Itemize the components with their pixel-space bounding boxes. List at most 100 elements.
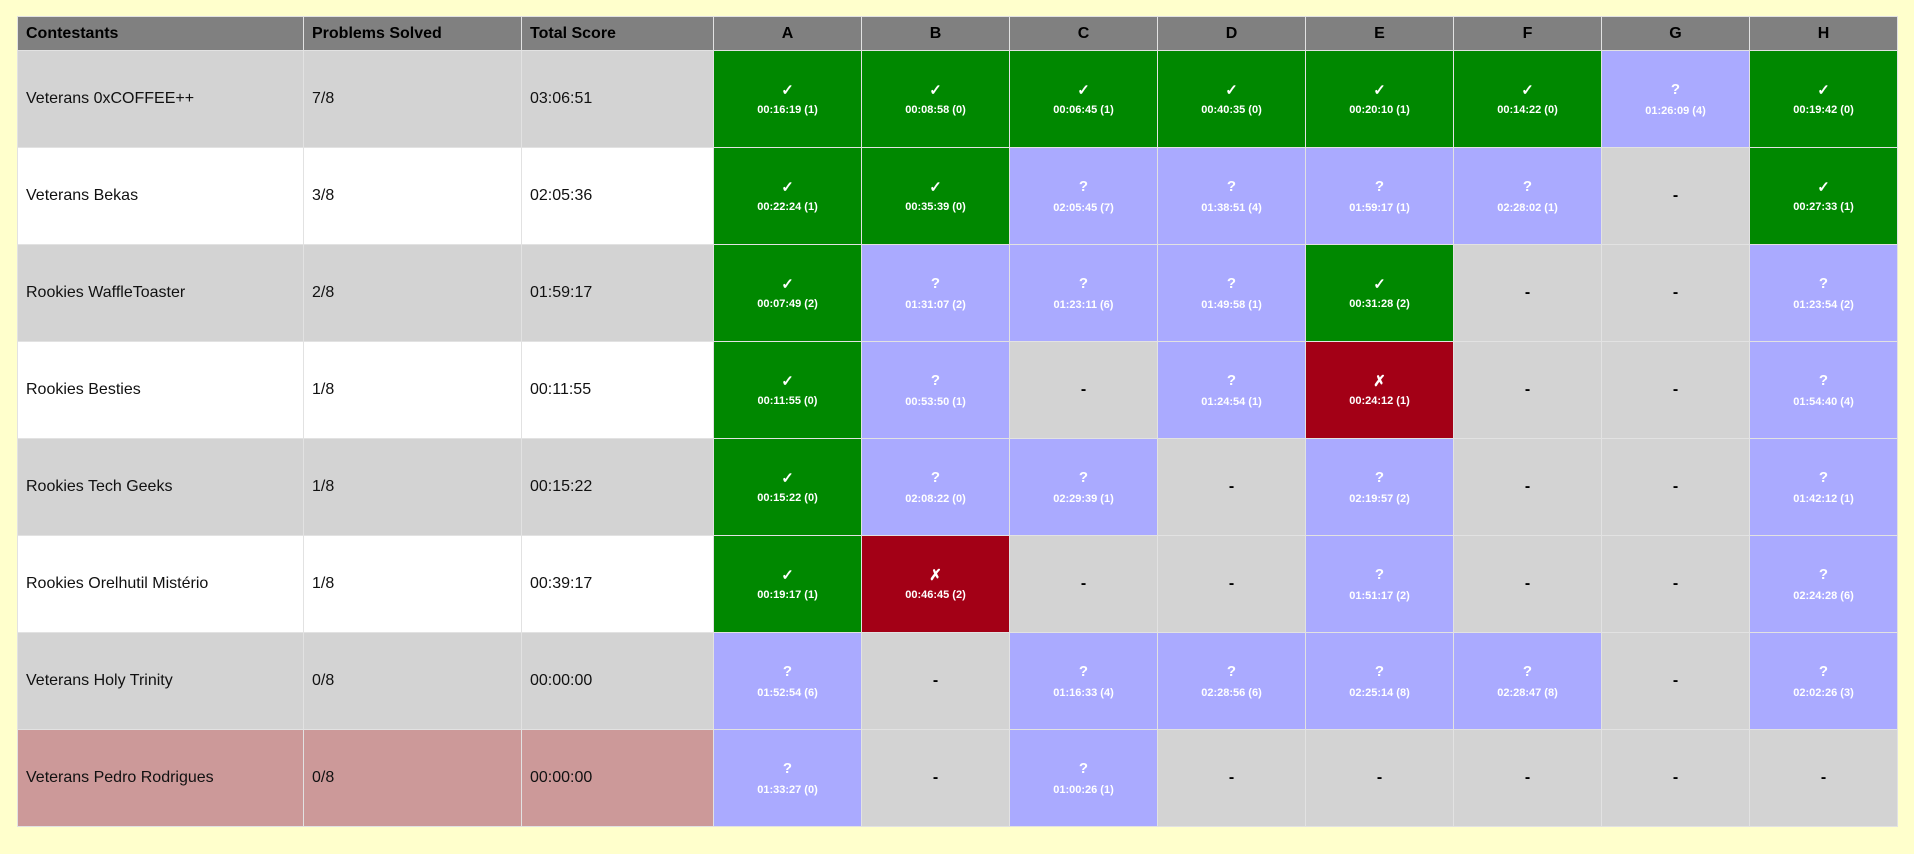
problem-cell-g[interactable]: -: [1601, 341, 1750, 439]
problem-cell-h[interactable]: ✓ 00:19:42 (0): [1749, 50, 1898, 148]
problem-cell-g[interactable]: -: [1601, 438, 1750, 536]
problem-cell-c[interactable]: ? 01:16:33 (4): [1009, 632, 1158, 730]
problem-cell-f[interactable]: ? 02:28:47 (8): [1453, 632, 1602, 730]
problem-cell-g[interactable]: -: [1601, 729, 1750, 827]
problem-cell-c[interactable]: ? 02:29:39 (1): [1009, 438, 1158, 536]
problem-cell-f[interactable]: ✓ 00:14:22 (0): [1453, 50, 1602, 148]
problems-solved: 3/8: [303, 147, 522, 245]
problem-cell-h[interactable]: ✓ 00:27:33 (1): [1749, 147, 1898, 245]
problem-cell-g[interactable]: ? 01:26:09 (4): [1601, 50, 1750, 148]
checkmark-icon: ✓: [1521, 81, 1534, 99]
problem-cell-b[interactable]: -: [861, 632, 1010, 730]
contestant-name: Veterans Pedro Rodrigues: [17, 729, 304, 827]
question-icon: ?: [782, 662, 793, 680]
contestant-name: Rookies Orelhutil Mistério: [17, 535, 304, 633]
problem-cell-d[interactable]: ? 02:28:56 (6): [1157, 632, 1306, 730]
header-problem-b[interactable]: B: [861, 16, 1010, 51]
header-problem-h[interactable]: H: [1749, 16, 1898, 51]
problem-cell-b[interactable]: ✓ 00:35:39 (0): [861, 147, 1010, 245]
problem-cell-a[interactable]: ✓ 00:22:24 (1): [713, 147, 862, 245]
checkmark-icon: ✓: [781, 81, 794, 99]
problem-cell-e[interactable]: ✓ 00:20:10 (1): [1305, 50, 1454, 148]
header-contestants[interactable]: Contestants: [17, 16, 304, 51]
problem-cell-d[interactable]: ? 01:38:51 (4): [1157, 147, 1306, 245]
problem-cell-g[interactable]: -: [1601, 535, 1750, 633]
header-total-score[interactable]: Total Score: [521, 16, 714, 51]
submission-time: 01:23:54 (2): [1793, 298, 1854, 311]
header-problem-g[interactable]: G: [1601, 16, 1750, 51]
problem-cell-b[interactable]: ✓ 00:08:58 (0): [861, 50, 1010, 148]
problem-cell-d[interactable]: ? 01:24:54 (1): [1157, 341, 1306, 439]
problem-cell-e[interactable]: ✗ 00:24:12 (1): [1305, 341, 1454, 439]
problem-cell-e[interactable]: ? 02:19:57 (2): [1305, 438, 1454, 536]
no-attempt-indicator: -: [1672, 284, 1679, 301]
problem-cell-h[interactable]: ? 01:42:12 (1): [1749, 438, 1898, 536]
problem-cell-b[interactable]: ? 02:08:22 (0): [861, 438, 1010, 536]
problem-cell-a[interactable]: ✓ 00:15:22 (0): [713, 438, 862, 536]
question-icon: ?: [1818, 565, 1829, 583]
problem-cell-f[interactable]: -: [1453, 729, 1602, 827]
problem-cell-h[interactable]: ? 02:24:28 (6): [1749, 535, 1898, 633]
header-problems-solved[interactable]: Problems Solved: [303, 16, 522, 51]
no-attempt-indicator: -: [1524, 381, 1531, 398]
submission-time: 00:27:33 (1): [1793, 200, 1854, 213]
problem-cell-d[interactable]: -: [1157, 729, 1306, 827]
no-attempt-indicator: -: [1672, 575, 1679, 592]
problem-cell-a[interactable]: ✓ 00:07:49 (2): [713, 244, 862, 342]
contestant-name: Rookies Tech Geeks: [17, 438, 304, 536]
problem-cell-c[interactable]: ? 01:23:11 (6): [1009, 244, 1158, 342]
question-icon: ?: [1226, 371, 1237, 389]
problem-cell-f[interactable]: -: [1453, 438, 1602, 536]
problem-cell-e[interactable]: ✓ 00:31:28 (2): [1305, 244, 1454, 342]
problem-cell-c[interactable]: ? 02:05:45 (7): [1009, 147, 1158, 245]
problem-cell-e[interactable]: ? 01:59:17 (1): [1305, 147, 1454, 245]
question-icon: ?: [1226, 662, 1237, 680]
header-problem-f[interactable]: F: [1453, 16, 1602, 51]
problem-cell-h[interactable]: ? 02:02:26 (3): [1749, 632, 1898, 730]
question-icon: ?: [1226, 274, 1237, 292]
problem-cell-b[interactable]: ✗ 00:46:45 (2): [861, 535, 1010, 633]
problem-cell-e[interactable]: ? 01:51:17 (2): [1305, 535, 1454, 633]
problem-cell-a[interactable]: ? 01:52:54 (6): [713, 632, 862, 730]
problem-cell-d[interactable]: -: [1157, 535, 1306, 633]
question-icon: ?: [1374, 662, 1385, 680]
problem-cell-e[interactable]: -: [1305, 729, 1454, 827]
problem-cell-f[interactable]: -: [1453, 535, 1602, 633]
problem-cell-h[interactable]: ? 01:54:40 (4): [1749, 341, 1898, 439]
header-row: Contestants Problems Solved Total Score …: [17, 16, 1898, 51]
problem-cell-g[interactable]: -: [1601, 244, 1750, 342]
problem-cell-c[interactable]: ? 01:00:26 (1): [1009, 729, 1158, 827]
problem-cell-f[interactable]: -: [1453, 244, 1602, 342]
problem-cell-f[interactable]: ? 02:28:02 (1): [1453, 147, 1602, 245]
problem-cell-d[interactable]: ? 01:49:58 (1): [1157, 244, 1306, 342]
header-problem-d[interactable]: D: [1157, 16, 1306, 51]
question-icon: ?: [1374, 468, 1385, 486]
problem-cell-a[interactable]: ✓ 00:11:55 (0): [713, 341, 862, 439]
header-problem-e[interactable]: E: [1305, 16, 1454, 51]
no-attempt-indicator: -: [1524, 478, 1531, 495]
problem-cell-b[interactable]: -: [861, 729, 1010, 827]
problem-cell-a[interactable]: ? 01:33:27 (0): [713, 729, 862, 827]
problem-cell-c[interactable]: -: [1009, 535, 1158, 633]
table-row: Rookies Orelhutil Mistério 1/8 00:39:17 ✓ 00…: [17, 535, 1898, 633]
problem-cell-b[interactable]: ? 01:31:07 (2): [861, 244, 1010, 342]
problem-cell-d[interactable]: -: [1157, 438, 1306, 536]
problem-cell-g[interactable]: -: [1601, 632, 1750, 730]
submission-time: 00:11:55 (0): [757, 394, 818, 407]
problem-cell-a[interactable]: ✓ 00:19:17 (1): [713, 535, 862, 633]
problem-cell-h[interactable]: ? 01:23:54 (2): [1749, 244, 1898, 342]
problem-cell-g[interactable]: -: [1601, 147, 1750, 245]
problem-cell-d[interactable]: ✓ 00:40:35 (0): [1157, 50, 1306, 148]
checkmark-icon: ✓: [1817, 81, 1830, 99]
submission-time: 02:02:26 (3): [1793, 686, 1854, 699]
problem-cell-b[interactable]: ? 00:53:50 (1): [861, 341, 1010, 439]
problem-cell-c[interactable]: -: [1009, 341, 1158, 439]
problem-cell-c[interactable]: ✓ 00:06:45 (1): [1009, 50, 1158, 148]
header-problem-a[interactable]: A: [713, 16, 862, 51]
problem-cell-a[interactable]: ✓ 00:16:19 (1): [713, 50, 862, 148]
problem-cell-h[interactable]: -: [1749, 729, 1898, 827]
problem-cell-f[interactable]: -: [1453, 341, 1602, 439]
problem-cell-e[interactable]: ? 02:25:14 (8): [1305, 632, 1454, 730]
header-problem-c[interactable]: C: [1009, 16, 1158, 51]
submission-time: 00:15:22 (0): [757, 491, 818, 504]
